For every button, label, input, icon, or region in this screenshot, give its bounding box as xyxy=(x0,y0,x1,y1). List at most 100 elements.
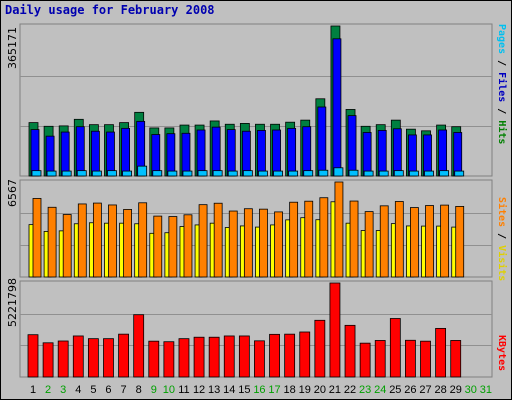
day-label: 1 xyxy=(30,384,36,396)
day-label: 9 xyxy=(151,384,157,396)
day-label: 14 xyxy=(223,384,235,396)
day-label: 3 xyxy=(60,384,66,396)
bar-kbytes xyxy=(359,342,371,378)
bar-sites xyxy=(364,211,374,278)
bar-kbytes xyxy=(329,282,341,378)
bar-kbytes xyxy=(374,340,386,378)
bar-kbytes xyxy=(87,338,99,378)
bar-pages xyxy=(122,170,132,177)
day-label: 10 xyxy=(163,384,175,396)
bar-sites xyxy=(425,205,434,278)
bar-files xyxy=(151,134,161,177)
day-label: 19 xyxy=(299,384,311,396)
bar-files xyxy=(302,126,312,177)
bar-kbytes xyxy=(269,333,280,378)
bar-kbytes xyxy=(435,327,447,378)
day-label: 27 xyxy=(419,384,431,396)
bar-files xyxy=(121,127,130,177)
bar-files xyxy=(377,130,387,177)
bar-pages xyxy=(393,170,404,177)
bar-sites xyxy=(228,210,238,278)
bar-files xyxy=(241,130,251,177)
bar-kbytes xyxy=(42,342,54,378)
bar-files xyxy=(408,134,417,177)
bar-pages xyxy=(107,170,117,177)
bar-pages xyxy=(182,170,193,177)
bar-files xyxy=(75,126,85,177)
bar-pages xyxy=(273,170,283,177)
bar-sites xyxy=(92,202,102,278)
bar-files xyxy=(181,132,191,177)
bar-files xyxy=(438,129,448,177)
bar-sites xyxy=(379,205,389,278)
bar-kbytes xyxy=(72,335,84,378)
day-label: 8 xyxy=(136,384,142,396)
day-label: 28 xyxy=(434,384,446,396)
day-label: 17 xyxy=(268,384,280,396)
day-label: 24 xyxy=(374,384,386,396)
day-label: 25 xyxy=(389,384,401,396)
bar-sites xyxy=(198,204,208,278)
bar-kbytes xyxy=(57,340,69,378)
bar-sites xyxy=(410,207,419,278)
bar-files xyxy=(166,133,176,177)
bar-kbytes xyxy=(133,314,145,378)
bar-sites xyxy=(123,209,132,278)
day-label: 23 xyxy=(359,384,371,396)
bar-pages xyxy=(197,170,208,177)
bar-kbytes xyxy=(178,338,190,378)
bar-sites xyxy=(334,181,344,278)
day-label: 4 xyxy=(75,384,81,396)
bar-sites xyxy=(289,201,299,278)
bar-pages xyxy=(46,170,57,177)
bar-kbytes xyxy=(284,333,296,378)
day-label: 11 xyxy=(178,384,189,396)
chart-title: Daily usage for February 2008 xyxy=(5,3,215,17)
bar-sites xyxy=(394,201,404,278)
day-label: 29 xyxy=(450,384,462,396)
day-label: 20 xyxy=(314,384,326,396)
bar-kbytes xyxy=(27,334,39,378)
bar-pages xyxy=(288,170,299,177)
bar-pages xyxy=(31,170,42,177)
bar-files xyxy=(347,115,357,177)
bar-kbytes xyxy=(103,338,114,378)
bar-sites xyxy=(304,200,314,278)
bar-files xyxy=(287,127,297,177)
day-label: 15 xyxy=(238,384,250,396)
bar-files xyxy=(317,106,327,177)
bar-sites xyxy=(259,208,268,278)
bar-files xyxy=(257,130,266,177)
bar-files xyxy=(423,134,432,177)
bar-sites xyxy=(108,204,117,278)
bar-files xyxy=(211,126,221,177)
bar-pages xyxy=(91,170,102,177)
bar-sites xyxy=(349,200,359,278)
bar-kbytes xyxy=(163,341,175,378)
bar-kbytes xyxy=(193,336,205,378)
bar-pages xyxy=(348,169,359,177)
bar-files xyxy=(226,129,236,177)
bar-sites xyxy=(138,202,148,278)
bar-kbytes xyxy=(389,318,401,378)
bar-pages xyxy=(454,170,465,177)
bar-sites xyxy=(243,208,253,278)
bar-kbytes xyxy=(254,340,265,378)
bar-sites xyxy=(455,206,465,278)
bar-sites xyxy=(168,216,178,278)
bar-pages xyxy=(378,170,389,177)
bar-pages xyxy=(363,170,374,177)
bar-kbytes xyxy=(208,336,220,378)
bar-pages xyxy=(61,170,72,177)
bar-kbytes xyxy=(405,339,416,378)
bar-sites xyxy=(274,211,283,278)
day-label: 26 xyxy=(404,384,416,396)
bar-kbytes xyxy=(148,340,160,378)
bar-pages xyxy=(409,170,419,177)
day-label: 2 xyxy=(45,384,51,396)
bar-files xyxy=(90,130,100,177)
bar-pages xyxy=(258,170,268,177)
bar-files xyxy=(392,128,402,177)
bar-files xyxy=(106,131,115,177)
